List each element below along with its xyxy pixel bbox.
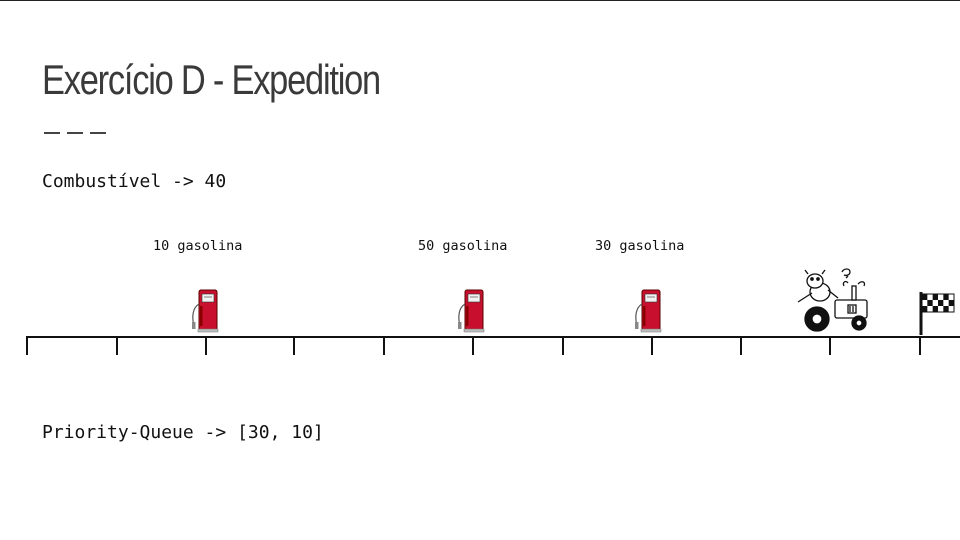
station-label-2: 50 gasolina (418, 238, 508, 254)
slide-title: Exercício D - Expedition (42, 56, 381, 103)
gas-pump-icon (191, 289, 219, 333)
station-label-3: 30 gasolina (595, 238, 685, 254)
fuel-text: Combustível -> 40 (42, 171, 227, 192)
gas-pump-icon (634, 289, 662, 333)
timeline-ticks (26, 337, 921, 355)
cow-tractor-icon (797, 268, 868, 332)
top-border (0, 0, 960, 1)
gas-pump-icon (457, 289, 485, 333)
checkered-flag-icon (919, 292, 955, 335)
priority-queue-text: Priority-Queue -> [30, 10] (42, 422, 324, 443)
station-label-1: 10 gasolina (153, 238, 243, 254)
